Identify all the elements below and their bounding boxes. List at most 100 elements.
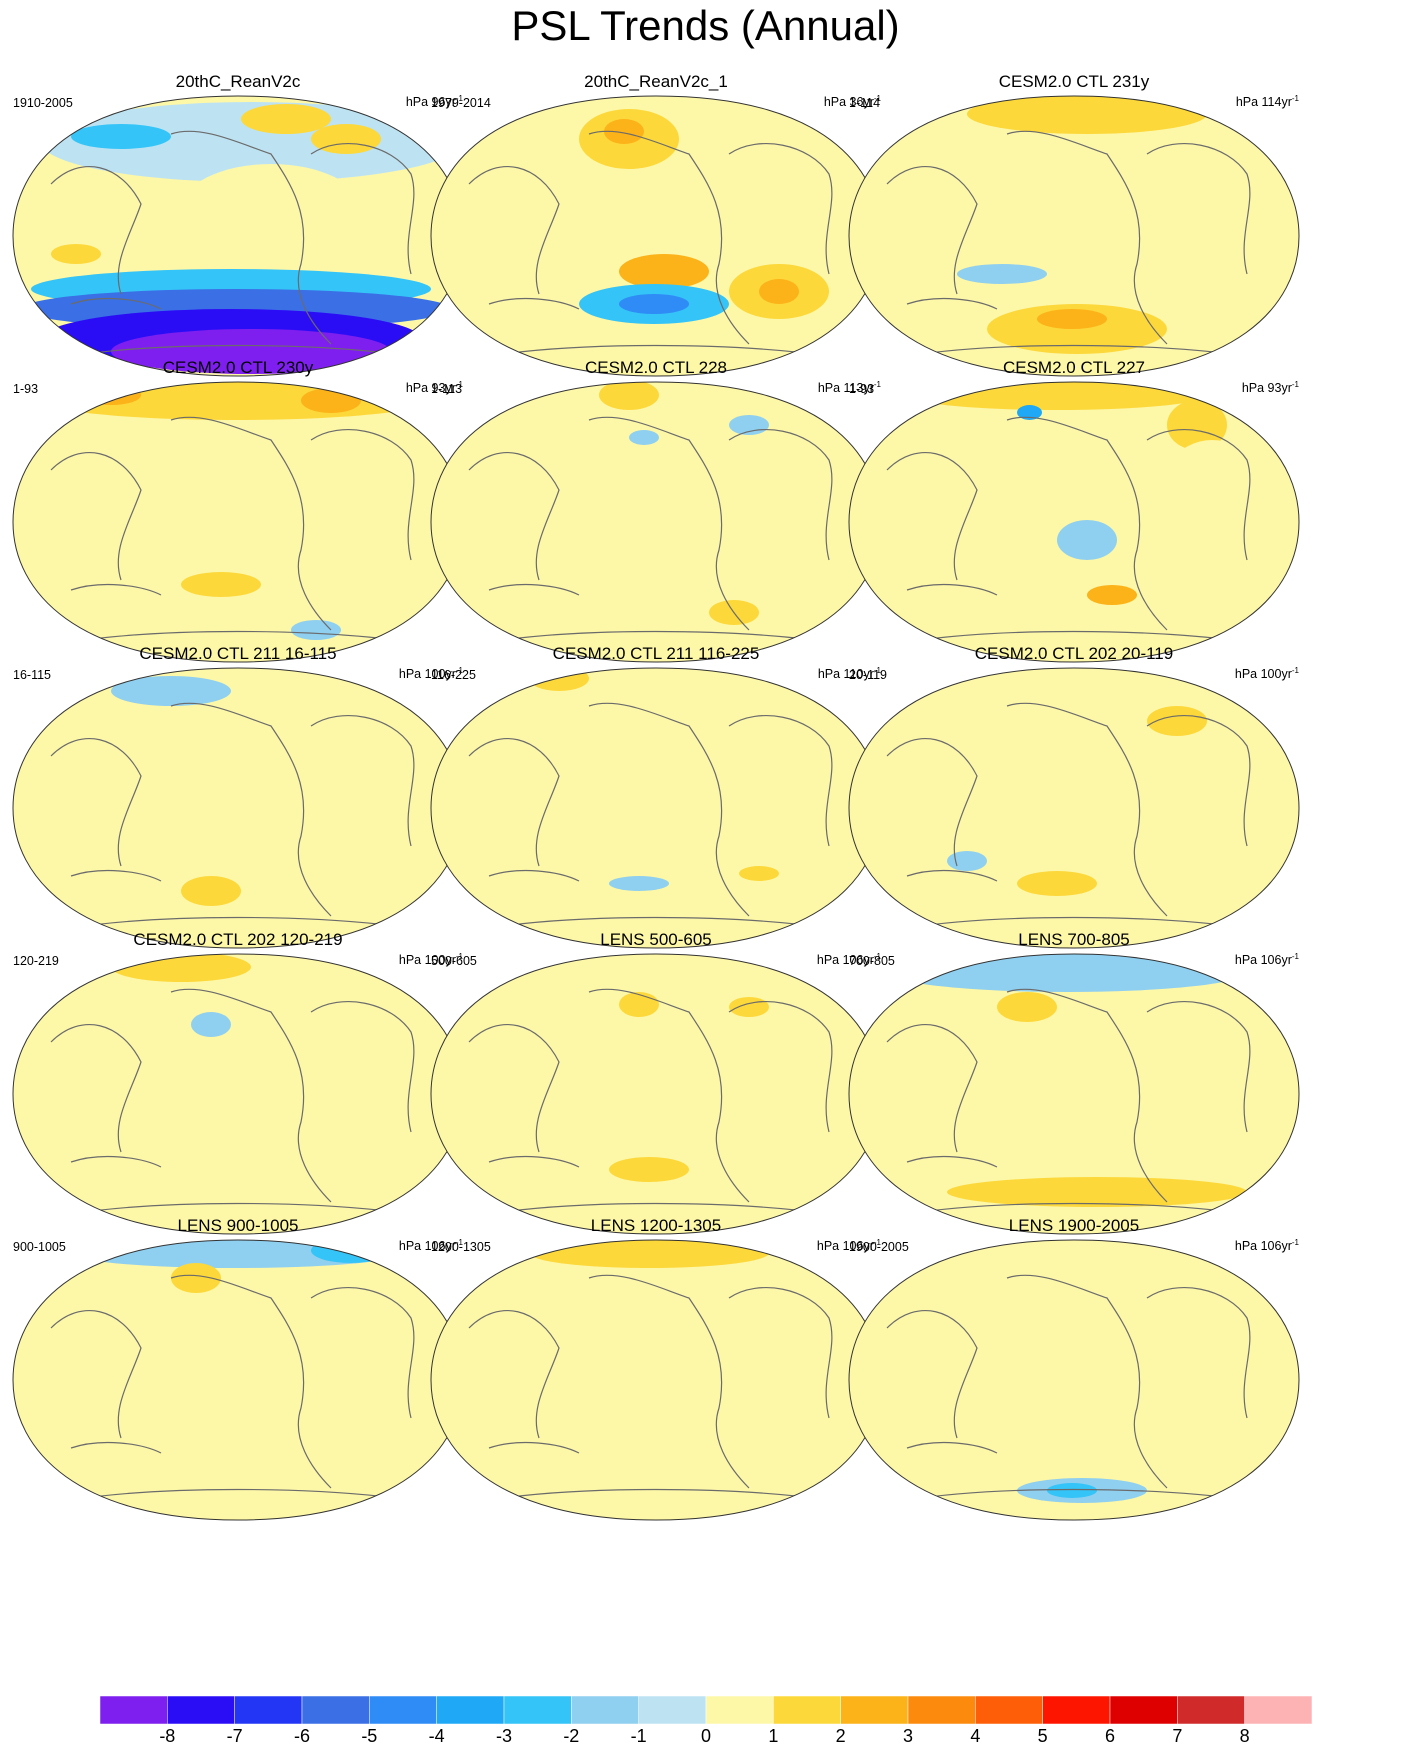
panel-units-text: hPa 100yr <box>1234 667 1292 682</box>
coastline <box>588 702 750 917</box>
robinson-map <box>430 381 882 663</box>
colorbar-swatch <box>1042 1696 1111 1725</box>
panel-units-text: hPa 93yr <box>405 381 456 396</box>
trend-contour <box>111 329 391 374</box>
panel-units: hPa 93yr-1 <box>1242 380 1299 395</box>
panel-period: 1900-2005 <box>849 1240 909 1254</box>
panel-title: CESM2.0 CTL 202 20-119 <box>974 644 1174 663</box>
trend-contour <box>1017 405 1042 420</box>
map-panel: CESM2.0 CTL 231y 1-114 hPa 114yr-1 <box>839 72 1309 382</box>
coastline <box>70 869 162 882</box>
trend-contour <box>1167 1012 1287 1202</box>
panel-units-exponent: -1 <box>873 666 881 675</box>
trend-contour <box>1017 871 1097 896</box>
panel-period: 1-93 <box>13 382 39 396</box>
panel-units-exponent: -1 <box>455 666 463 675</box>
panel-units-text: hPa 96yr <box>405 95 456 110</box>
trend-contour <box>529 726 769 896</box>
coastline <box>1006 702 1168 917</box>
coastline <box>488 1202 830 1215</box>
map-panel: CESM2.0 CTL 211 16-115 16-115 hPa 100yr-1 <box>3 644 473 954</box>
panel-units: hPa 113yr-1 <box>818 380 881 395</box>
panel-period: 500-605 <box>431 954 477 968</box>
trend-contour <box>529 668 589 691</box>
panel-units-text: hPa 113yr <box>817 381 874 396</box>
colorbar-tick-label: -5 <box>361 1726 378 1746</box>
trend-contour <box>907 382 1207 410</box>
trend-contour <box>887 954 1247 992</box>
colorbar-swatch <box>436 1696 505 1725</box>
trend-contour <box>569 1438 769 1488</box>
coastline <box>906 344 1248 357</box>
robinson-map <box>12 95 464 377</box>
coastline <box>728 715 833 847</box>
coastline <box>728 1001 833 1133</box>
colorbar-tick-label: 3 <box>902 1726 913 1746</box>
panel-units-text: hPa 106yr <box>816 1239 874 1254</box>
map-panel: CESM2.0 CTL 211 116-225 116-225 hPa 110yr-… <box>421 644 891 954</box>
trend-contour <box>619 254 709 289</box>
coastline <box>906 1488 1248 1501</box>
coastline <box>886 1310 978 1439</box>
trend-contour <box>957 866 1247 916</box>
trend-contour <box>21 686 141 886</box>
coastline <box>170 702 332 917</box>
panel-period: 700-805 <box>849 954 895 968</box>
map-panel: LENS 500-605 500-605 hPa 106yr-1 <box>421 930 891 1240</box>
map-outline <box>848 381 1300 663</box>
robinson-map <box>430 95 882 377</box>
colorbar-swatch <box>1244 1696 1312 1725</box>
coastline <box>588 416 750 631</box>
panel-units: hPa 96yr-1 <box>406 94 463 109</box>
trend-contour <box>21 982 181 1162</box>
coastline <box>1146 1287 1251 1419</box>
colorbar-tick-label: -6 <box>293 1726 310 1746</box>
trend-contour <box>967 1022 1167 1152</box>
trend-contour <box>759 982 869 1192</box>
trend-contour <box>1087 585 1137 605</box>
panel-period: 1-93 <box>849 382 875 396</box>
coastline <box>1006 988 1168 1203</box>
colorbar-swatch <box>705 1696 774 1725</box>
colorbar-swatch <box>773 1696 841 1725</box>
panel-units-exponent: -1 <box>873 380 881 389</box>
trend-contour <box>619 294 689 314</box>
coastline <box>468 1310 560 1439</box>
panel-units-exponent: -1 <box>1291 380 1299 389</box>
coastline <box>886 738 978 867</box>
map-panel: CESM2.0 CTL 230y 1-93 hPa 93yr-1 <box>3 358 473 668</box>
map-outline <box>848 1239 1300 1521</box>
coastline <box>488 1441 580 1454</box>
panel-units-exponent: -1 <box>873 952 881 961</box>
panel-units-text: hPa 93yr <box>1241 381 1292 396</box>
colorbar-swatch <box>1177 1696 1245 1725</box>
trend-contour <box>877 450 997 600</box>
trend-contour <box>291 620 341 640</box>
coastline <box>468 452 560 581</box>
panel-units-exponent: -1 <box>455 1238 463 1247</box>
trend-contour <box>191 1012 231 1037</box>
trend-contour <box>311 124 381 154</box>
map-panel: LENS 900-1005 900-1005 hPa 106yr-1 <box>3 1216 473 1526</box>
trend-contour <box>181 876 241 906</box>
trend-contour <box>81 385 141 405</box>
coastline <box>1006 1274 1168 1489</box>
colorbar-swatch <box>975 1696 1043 1725</box>
coastline <box>70 297 162 310</box>
trend-contour <box>41 102 461 182</box>
panel-units: hPa 106yr-1 <box>1235 952 1299 967</box>
panel-period: 1-113 <box>431 382 463 396</box>
map-panel: LENS 1200-1305 1200-1305 hPa 106yr-1 <box>421 1216 891 1526</box>
coastline <box>468 166 560 295</box>
colorbar-swatch <box>167 1696 235 1725</box>
panel-units-exponent: -1 <box>1291 666 1299 675</box>
coastline <box>906 869 998 882</box>
robinson-map <box>430 1239 882 1521</box>
colorbar-tick-label: -1 <box>630 1726 647 1746</box>
coastline <box>50 166 142 295</box>
trend-contour <box>759 279 799 304</box>
trend-contour <box>997 992 1057 1022</box>
panel-period: 120-219 <box>13 954 59 968</box>
robinson-map <box>12 381 464 663</box>
trend-contour <box>271 992 451 1192</box>
